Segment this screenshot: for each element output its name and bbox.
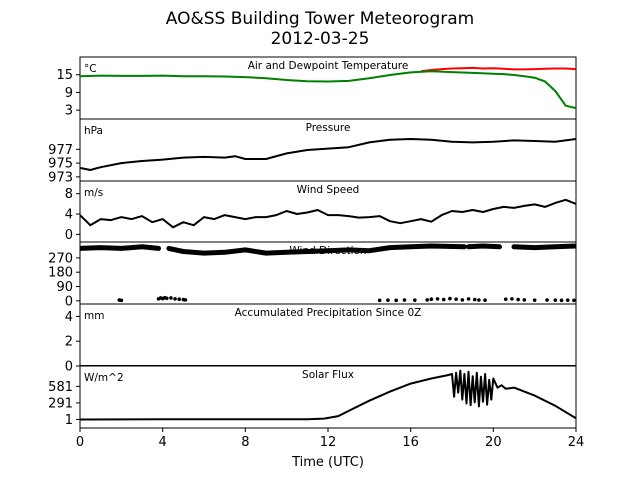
- plot-area: [80, 243, 576, 303]
- wind-direction-point: [477, 298, 481, 302]
- x-tick-label: 12: [320, 435, 337, 450]
- panel-title: Wind Speed: [297, 184, 360, 196]
- wind-direction-trace: [511, 243, 576, 251]
- y-tick-label: 180: [48, 266, 73, 281]
- y-tick-label: 4: [65, 208, 73, 223]
- plot-area: [80, 138, 576, 171]
- wind-direction-point: [386, 298, 390, 302]
- wind-direction-point: [503, 297, 508, 302]
- wind-direction-point: [441, 297, 446, 302]
- wind-direction-point: [173, 297, 177, 301]
- wind_speed-line: [80, 198, 576, 229]
- y-tick-label: 3: [65, 104, 73, 119]
- y-tick-label: 4: [65, 310, 73, 325]
- y-tick-label: 291: [48, 396, 73, 411]
- y-tick-label: 973: [48, 170, 73, 185]
- dewpoint-line: [80, 70, 576, 110]
- y-tick-label: 8: [65, 187, 73, 202]
- x-tick-label: 0: [76, 435, 84, 450]
- y-tick-label: 0: [65, 228, 73, 243]
- wind-direction-point: [454, 297, 458, 302]
- wind-direction-point: [472, 297, 477, 302]
- wind-direction-point: [559, 298, 564, 303]
- panels-group: 3 9 15 Air and Dewpoint Temperature °C 973975…: [48, 56, 577, 429]
- panel-unit: mm: [84, 310, 104, 322]
- wind-direction-point: [425, 298, 430, 302]
- panel-title: Solar Flux: [302, 369, 354, 381]
- x-axis-label: Time (UTC): [291, 455, 364, 470]
- y-tick-label: 270: [48, 251, 73, 266]
- y-tick-label: 90: [56, 280, 73, 295]
- wind-direction-point: [553, 298, 558, 302]
- wind-direction-point: [522, 298, 527, 302]
- panel-title: Accumulated Precipitation Since 0Z: [235, 307, 422, 319]
- panel-title: Pressure: [306, 122, 351, 134]
- wind-direction-trace: [80, 244, 161, 251]
- wind-direction-point: [402, 298, 407, 302]
- x-tick-label: 20: [485, 435, 502, 450]
- wind-direction-point: [429, 297, 434, 302]
- wind-direction-point: [177, 297, 181, 302]
- x-axis: 0 4 8 12 16 20 24: [76, 428, 584, 450]
- plot-area: [80, 198, 576, 229]
- plot-area: [80, 66, 576, 110]
- panel-5: 0 2 4 Accumulated Precipitation Since 0Z mm: [65, 303, 577, 375]
- y-tick-label: 977: [48, 143, 73, 158]
- x-tick-label: 16: [402, 435, 419, 450]
- figure-date: 2012-03-25: [271, 29, 370, 49]
- wind-direction-point: [394, 298, 399, 303]
- wind-direction-point: [460, 298, 465, 302]
- wind-direction-point: [169, 296, 173, 300]
- wind-direction-point: [448, 296, 452, 301]
- solar_flux-line: [80, 369, 576, 421]
- panel-title: Air and Dewpoint Temperature: [248, 60, 409, 72]
- y-tick-label: 975: [48, 157, 73, 172]
- panel-unit: °C: [84, 63, 97, 75]
- wind-direction-point: [435, 297, 440, 301]
- panel-3: 0 4 8 Wind Speed m/s: [65, 180, 577, 243]
- x-tick-label: 24: [568, 435, 585, 450]
- y-tick-label: 1: [65, 413, 73, 428]
- x-tick-label: 4: [159, 435, 167, 450]
- y-tick-label: 0: [65, 294, 73, 309]
- pressure-line: [80, 138, 576, 171]
- wind-direction-point: [545, 298, 549, 302]
- wind-direction-point: [466, 297, 471, 301]
- wind-direction-trace: [466, 243, 502, 250]
- wind-direction-point: [183, 298, 188, 302]
- panel-unit: m/s: [84, 187, 103, 199]
- panel-unit: W/m^2: [84, 372, 124, 384]
- wind-direction-point: [119, 298, 124, 303]
- wind-direction-point: [510, 297, 514, 301]
- wind-direction-point: [516, 297, 520, 302]
- y-tick-label: 0: [65, 360, 73, 375]
- y-tick-label: 581: [48, 380, 73, 395]
- temperature-line: [420, 66, 576, 73]
- figure-title: AO&SS Building Tower Meteorogram: [166, 9, 474, 29]
- plot-area: [80, 369, 576, 421]
- wind-direction-point: [532, 298, 537, 302]
- wind-direction-point: [565, 298, 570, 302]
- y-tick-label: 2: [65, 335, 73, 350]
- wind-direction-point: [483, 298, 487, 302]
- wind-direction-point: [572, 298, 576, 303]
- y-tick-label: 9: [65, 86, 73, 101]
- y-tick-label: 15: [56, 68, 73, 83]
- wind-direction-point: [413, 298, 417, 302]
- x-tick-label: 8: [241, 435, 249, 450]
- wind-direction-point: [377, 298, 382, 303]
- panel-unit: hPa: [84, 125, 103, 137]
- wind-direction-trace: [166, 243, 467, 256]
- panel-1: 3 9 15 Air and Dewpoint Temperature °C: [56, 56, 577, 120]
- wind-direction-point: [165, 296, 169, 301]
